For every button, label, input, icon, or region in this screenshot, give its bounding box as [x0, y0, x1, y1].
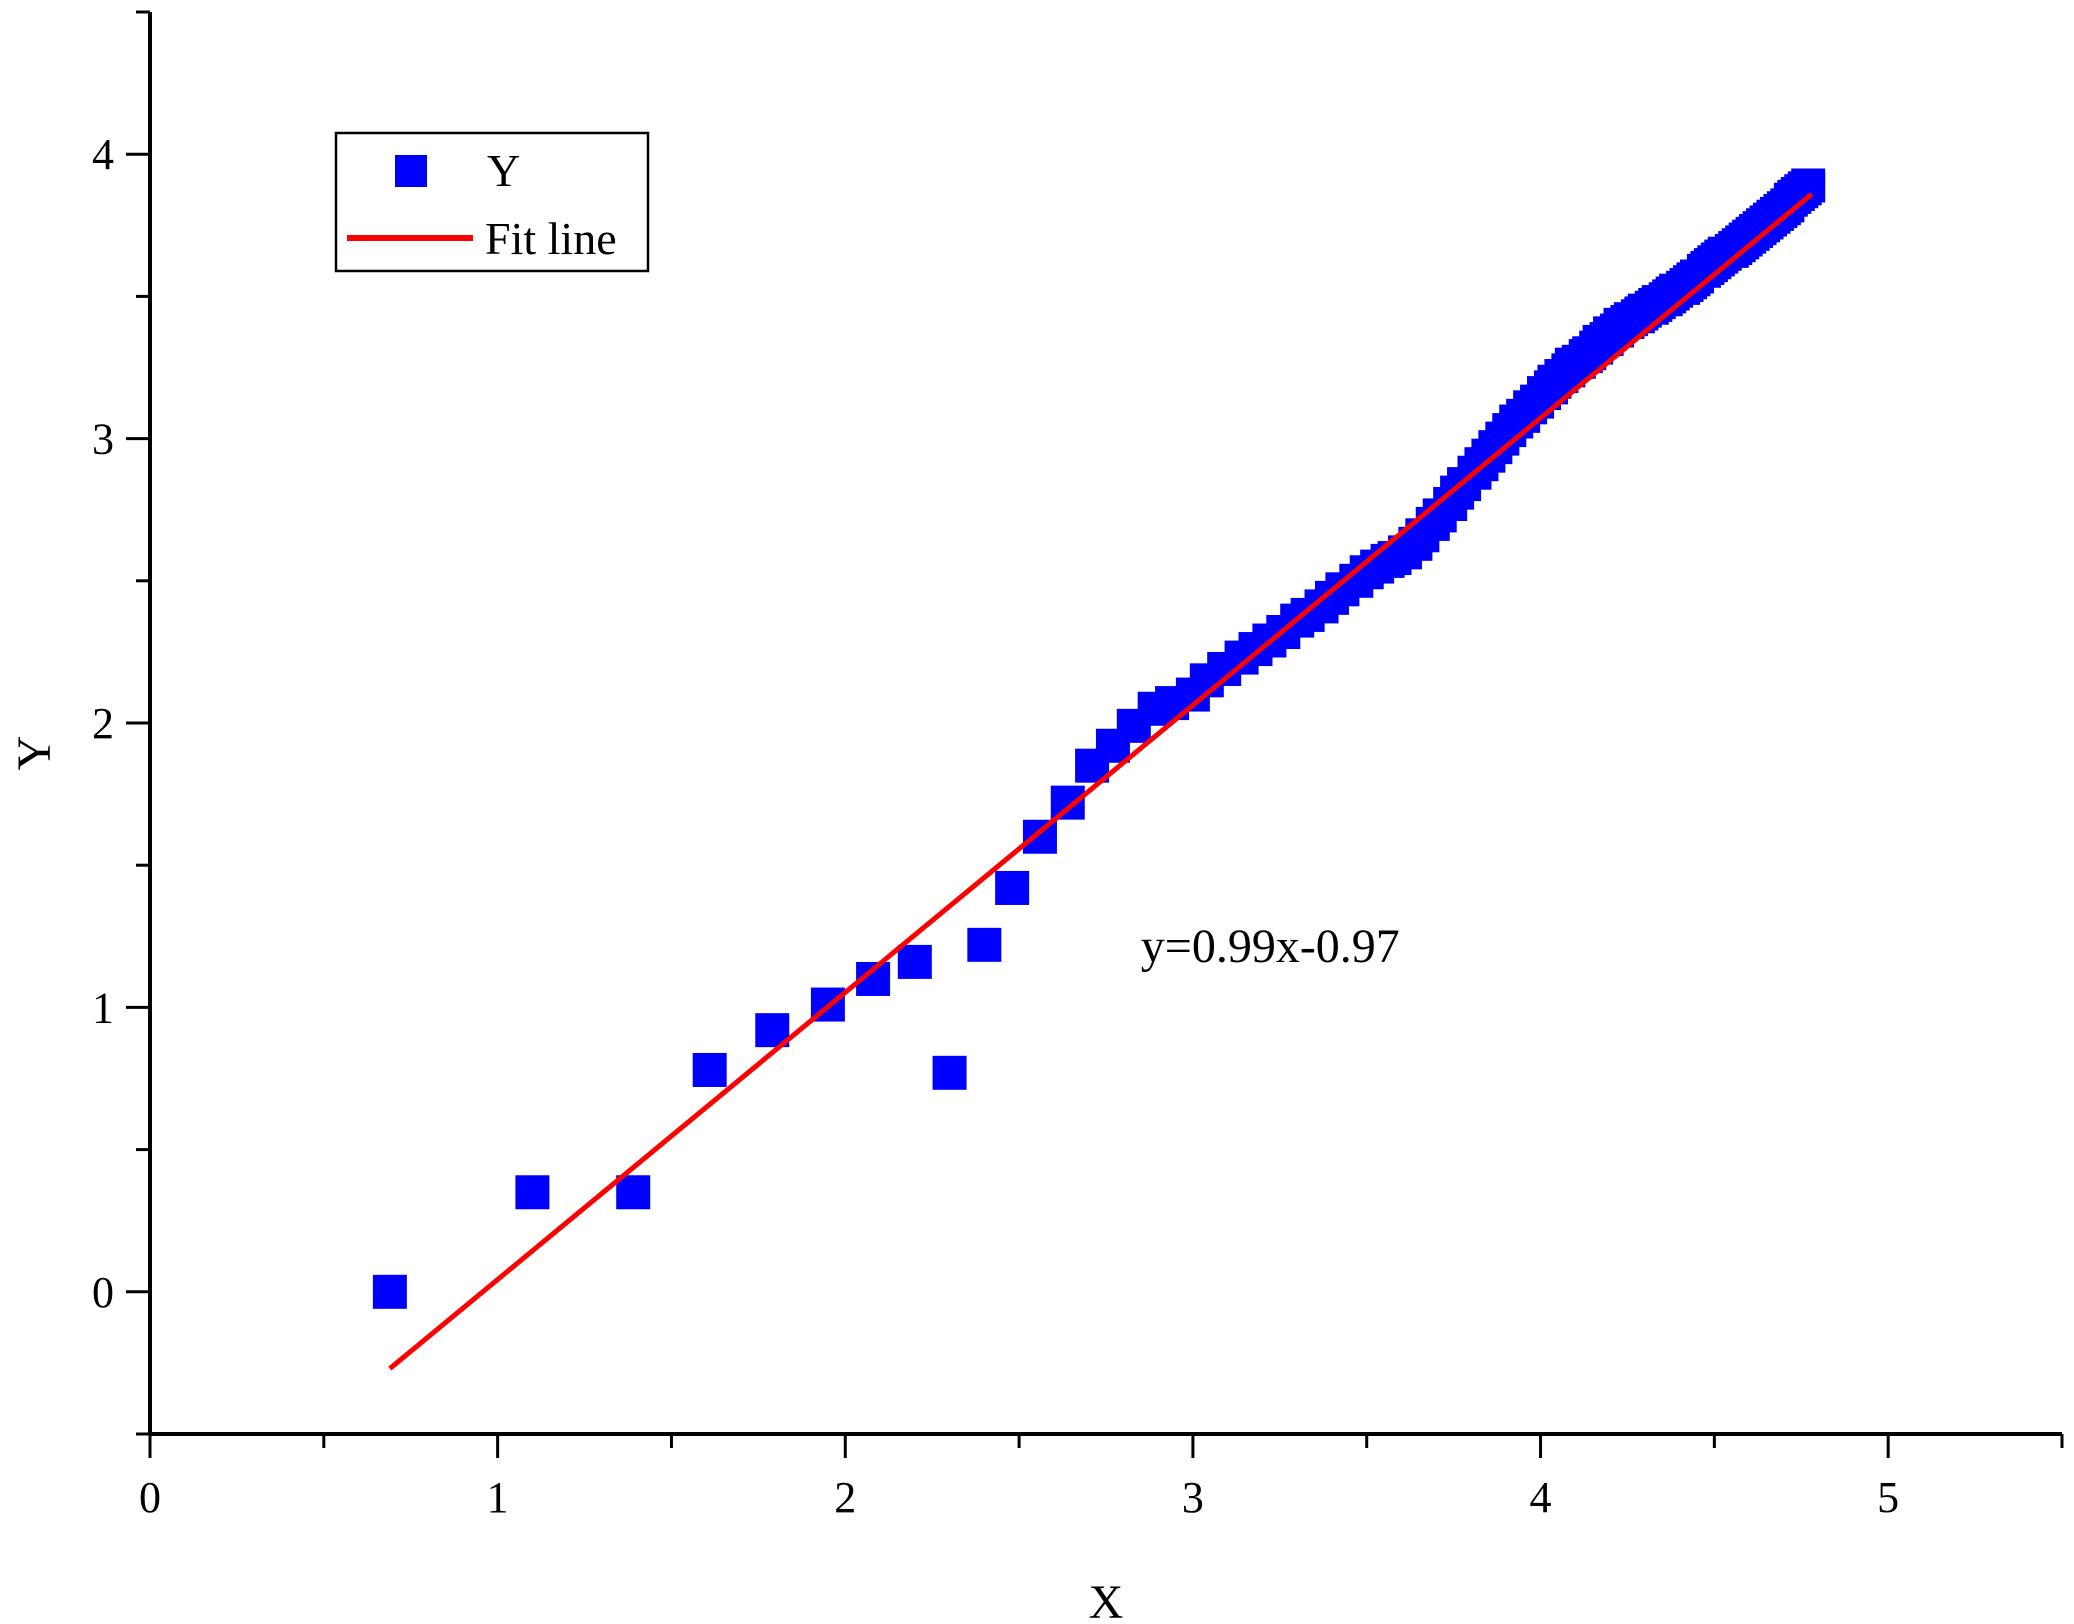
- data-point: [515, 1175, 550, 1210]
- data-point: [1050, 785, 1085, 820]
- fit-line-series: [388, 192, 1814, 1371]
- data-point: [995, 870, 1030, 905]
- data-point: [932, 1055, 967, 1090]
- y-tick-label: 3: [92, 415, 114, 464]
- y-tick-label: 2: [92, 699, 114, 748]
- y-tick-label: 1: [92, 983, 114, 1032]
- fit-equation-annotation: y=0.99x-0.97: [1141, 920, 1400, 973]
- legend-box: [334, 131, 650, 273]
- legend-label-fit-line: Fit line: [485, 213, 617, 264]
- data-point: [897, 944, 932, 979]
- x-tick-label: 3: [1182, 1473, 1204, 1522]
- axes: 0 1 2 3 4 5 0 1 2 3 4: [92, 10, 2064, 1522]
- x-tick-label: 4: [1530, 1473, 1552, 1522]
- x-tick-label: 5: [1877, 1473, 1899, 1522]
- x-axis-ticks: 0 1 2 3 4 5: [139, 1434, 2064, 1522]
- legend-marker-y: [395, 155, 427, 187]
- data-point: [372, 1274, 407, 1309]
- y-axis-title: Y: [8, 736, 61, 771]
- y-tick-label: 0: [92, 1268, 114, 1317]
- scatter-series: [372, 168, 1826, 1309]
- x-axis-title: X: [1089, 1576, 1124, 1624]
- legend: Y Fit line: [334, 131, 650, 273]
- x-tick-label: 2: [834, 1473, 856, 1522]
- data-point: [692, 1052, 727, 1087]
- data-point: [967, 927, 1002, 962]
- x-tick-label: 0: [139, 1473, 161, 1522]
- fit-line: [388, 192, 1814, 1371]
- y-axis-ticks: 0 1 2 3 4: [92, 10, 150, 1436]
- y-tick-label: 4: [92, 130, 114, 179]
- legend-label-y: Y: [487, 145, 520, 196]
- x-tick-label: 1: [487, 1473, 509, 1522]
- plot-area: [372, 168, 1826, 1371]
- data-point: [616, 1175, 651, 1210]
